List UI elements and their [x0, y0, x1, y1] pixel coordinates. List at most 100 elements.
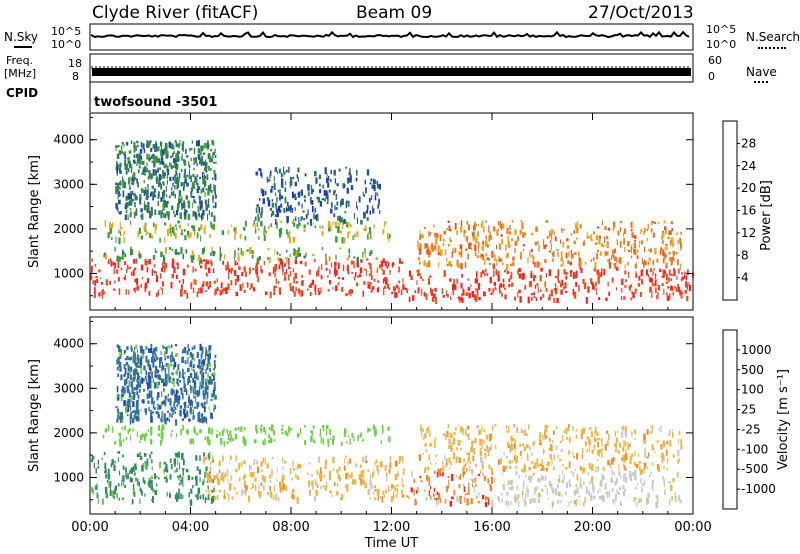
echo-cell — [595, 242, 598, 245]
echo-cell — [333, 213, 336, 218]
echo-cell — [492, 263, 496, 270]
echo-cell — [171, 143, 174, 150]
echo-cell — [463, 486, 466, 493]
echo-cell — [200, 224, 203, 230]
echo-cell — [109, 222, 111, 229]
echo-cell — [196, 174, 199, 178]
echo-cell — [529, 446, 532, 451]
echo-cell — [371, 274, 373, 280]
echo-cell — [335, 193, 338, 200]
echo-cell — [607, 459, 610, 466]
echo-cell — [666, 244, 668, 251]
echo-cell — [590, 259, 592, 262]
echo-cell — [244, 480, 246, 484]
echo-cell — [595, 281, 597, 287]
echo-cell — [560, 251, 563, 258]
echo-cell — [151, 459, 153, 464]
echo-cell — [175, 158, 177, 165]
echo-cell — [315, 177, 318, 184]
echo-cell — [557, 269, 560, 276]
echo-cell — [296, 250, 299, 258]
echo-cell — [157, 158, 161, 163]
echo-cell — [531, 232, 534, 236]
echo-cell — [392, 286, 396, 291]
echo-cell — [179, 280, 181, 283]
echo-cell — [209, 281, 212, 288]
echo-cell — [140, 255, 142, 259]
echo-cell — [575, 484, 577, 488]
echo-cell — [385, 472, 388, 476]
echo-cell — [524, 500, 527, 507]
echo-cell — [258, 227, 260, 232]
echo-cell — [203, 478, 205, 484]
echo-cell — [302, 210, 305, 213]
echo-cell — [421, 428, 424, 432]
echo-cell — [197, 416, 200, 423]
echo-cell — [117, 373, 120, 378]
echo-cell — [679, 499, 682, 504]
echo-cell — [160, 287, 162, 290]
echo-cell — [510, 479, 514, 484]
echo-cell — [96, 492, 98, 498]
echo-cell — [368, 262, 371, 265]
echo-cell — [363, 281, 366, 285]
echo-cell — [597, 226, 600, 229]
echo-cell — [250, 487, 252, 490]
echo-cell — [678, 458, 680, 462]
echo-cell — [154, 248, 156, 253]
echo-cell — [267, 439, 271, 443]
echo-cell — [450, 461, 453, 464]
echo-cell — [321, 198, 325, 201]
echo-cell — [301, 280, 304, 286]
echo-cell — [598, 297, 601, 301]
echo-cell — [191, 140, 193, 144]
echo-cell — [213, 407, 215, 412]
echo-cell — [244, 236, 247, 241]
echo-cell — [551, 233, 553, 241]
echo-cell — [525, 473, 527, 478]
echo-cell — [480, 253, 483, 257]
echo-cell — [163, 255, 165, 262]
echo-cell — [539, 432, 542, 439]
echo-cell — [680, 231, 682, 235]
echo-cell — [249, 287, 251, 291]
echo-cell — [185, 388, 187, 392]
echo-cell — [239, 234, 242, 239]
echo-cell — [145, 370, 147, 376]
echo-cell — [193, 380, 196, 387]
echo-cell — [646, 497, 648, 502]
echo-cell — [514, 449, 516, 453]
echo-cell — [459, 427, 462, 433]
echo-cell — [550, 243, 552, 251]
echo-cell — [181, 143, 184, 151]
echo-cell — [375, 257, 379, 260]
echo-cell — [560, 257, 563, 262]
echo-cell — [123, 400, 126, 407]
echo-cell — [172, 378, 175, 381]
echo-cell — [332, 287, 334, 290]
echo-cell — [461, 293, 463, 297]
echo-cell — [313, 258, 316, 263]
echo-cell — [428, 476, 430, 480]
echo-cell — [507, 500, 509, 508]
echo-cell — [597, 441, 599, 448]
echo-cell — [136, 431, 138, 438]
echo-cell — [351, 481, 354, 485]
echo-cell — [639, 240, 640, 248]
echo-cell — [201, 156, 203, 159]
echo-cell — [151, 185, 153, 189]
echo-cell — [369, 252, 372, 256]
echo-cell — [495, 271, 498, 276]
echo-cell — [186, 174, 189, 177]
echo-cell — [140, 208, 143, 213]
freq-frame — [89, 53, 694, 83]
echo-cell — [350, 174, 352, 181]
echo-cell — [191, 250, 194, 256]
echo-cell — [101, 282, 103, 285]
echo-cell — [565, 467, 568, 470]
echo-cell — [206, 391, 209, 399]
echo-cell — [246, 249, 249, 252]
echo-cell — [165, 475, 168, 479]
echo-cell — [593, 267, 596, 272]
echo-cell — [347, 222, 350, 225]
